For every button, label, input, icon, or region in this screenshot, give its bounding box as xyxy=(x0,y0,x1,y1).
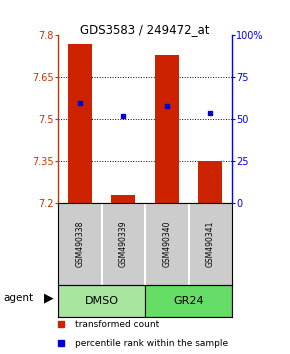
Text: GSM490339: GSM490339 xyxy=(119,221,128,268)
Text: percentile rank within the sample: percentile rank within the sample xyxy=(75,338,229,348)
Bar xyxy=(111,195,135,203)
Text: ▶: ▶ xyxy=(44,291,53,304)
Text: agent: agent xyxy=(3,292,33,303)
Bar xyxy=(145,285,232,317)
Text: GSM490341: GSM490341 xyxy=(206,221,215,267)
Text: transformed count: transformed count xyxy=(75,320,160,329)
Bar xyxy=(58,285,145,317)
Text: DMSO: DMSO xyxy=(84,296,119,306)
Bar xyxy=(68,44,92,203)
Text: GR24: GR24 xyxy=(173,296,204,306)
Bar xyxy=(155,55,179,203)
Text: GSM490340: GSM490340 xyxy=(162,221,171,268)
Text: GSM490338: GSM490338 xyxy=(75,221,84,267)
Text: GDS3583 / 249472_at: GDS3583 / 249472_at xyxy=(80,23,210,36)
Bar xyxy=(198,161,222,203)
